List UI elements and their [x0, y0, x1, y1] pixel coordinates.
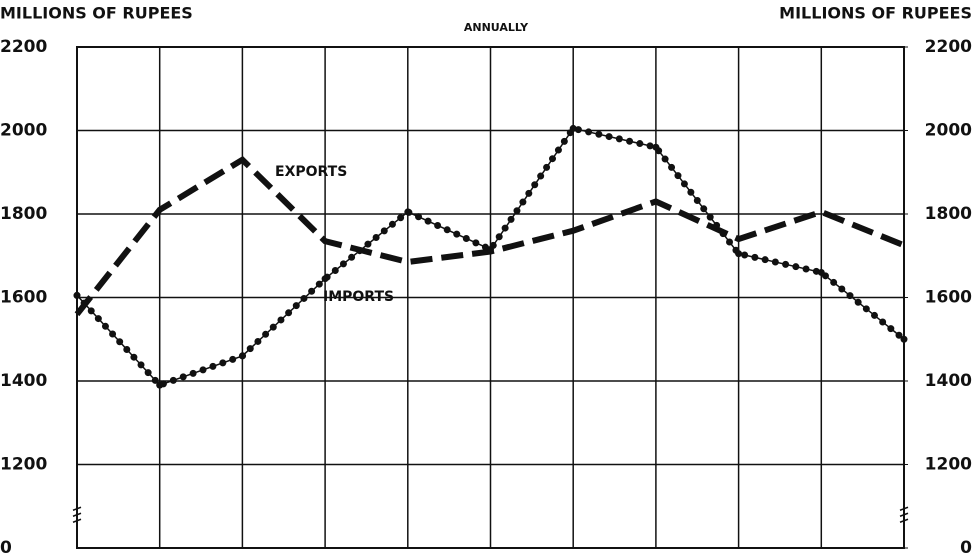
- y2-tick-label: 1400: [925, 371, 972, 391]
- point: [569, 124, 577, 132]
- y2-tick-label: 0: [960, 538, 972, 558]
- axis-break: [899, 506, 909, 523]
- y2-tick-label: 2000: [925, 121, 972, 141]
- point: [652, 143, 660, 151]
- point: [321, 275, 329, 283]
- y-tick-label: 0: [0, 538, 12, 558]
- y-tick-label: 1400: [0, 371, 47, 391]
- point: [404, 208, 412, 216]
- series-dots: [73, 124, 908, 390]
- point: [817, 268, 825, 276]
- point: [73, 291, 81, 299]
- axis-break: [72, 506, 82, 523]
- series-label: EXPORTS: [275, 164, 347, 180]
- y-tick-label: 1200: [0, 455, 47, 475]
- y-axis-label: MILLIONS OF RUPEES: [0, 4, 193, 23]
- point: [900, 335, 908, 343]
- y2-tick-label: 1800: [925, 204, 972, 224]
- y2-tick-label: 1600: [925, 288, 972, 308]
- chart-title: ANNUALLY: [464, 21, 529, 34]
- y-tick-label: 2200: [0, 37, 47, 57]
- y-tick-label: 2000: [0, 121, 47, 141]
- point: [156, 381, 164, 389]
- y-tick-label: 1800: [0, 204, 47, 224]
- series-label: IMPORTS: [323, 289, 394, 305]
- point: [487, 245, 494, 253]
- y2-axis-label: MILLIONS OF RUPEES: [779, 4, 972, 23]
- y2-tick-label: 2200: [925, 37, 972, 57]
- point: [238, 352, 246, 360]
- point: [735, 250, 743, 258]
- y-tick-label: 1600: [0, 288, 47, 308]
- y2-tick-label: 1200: [925, 455, 972, 475]
